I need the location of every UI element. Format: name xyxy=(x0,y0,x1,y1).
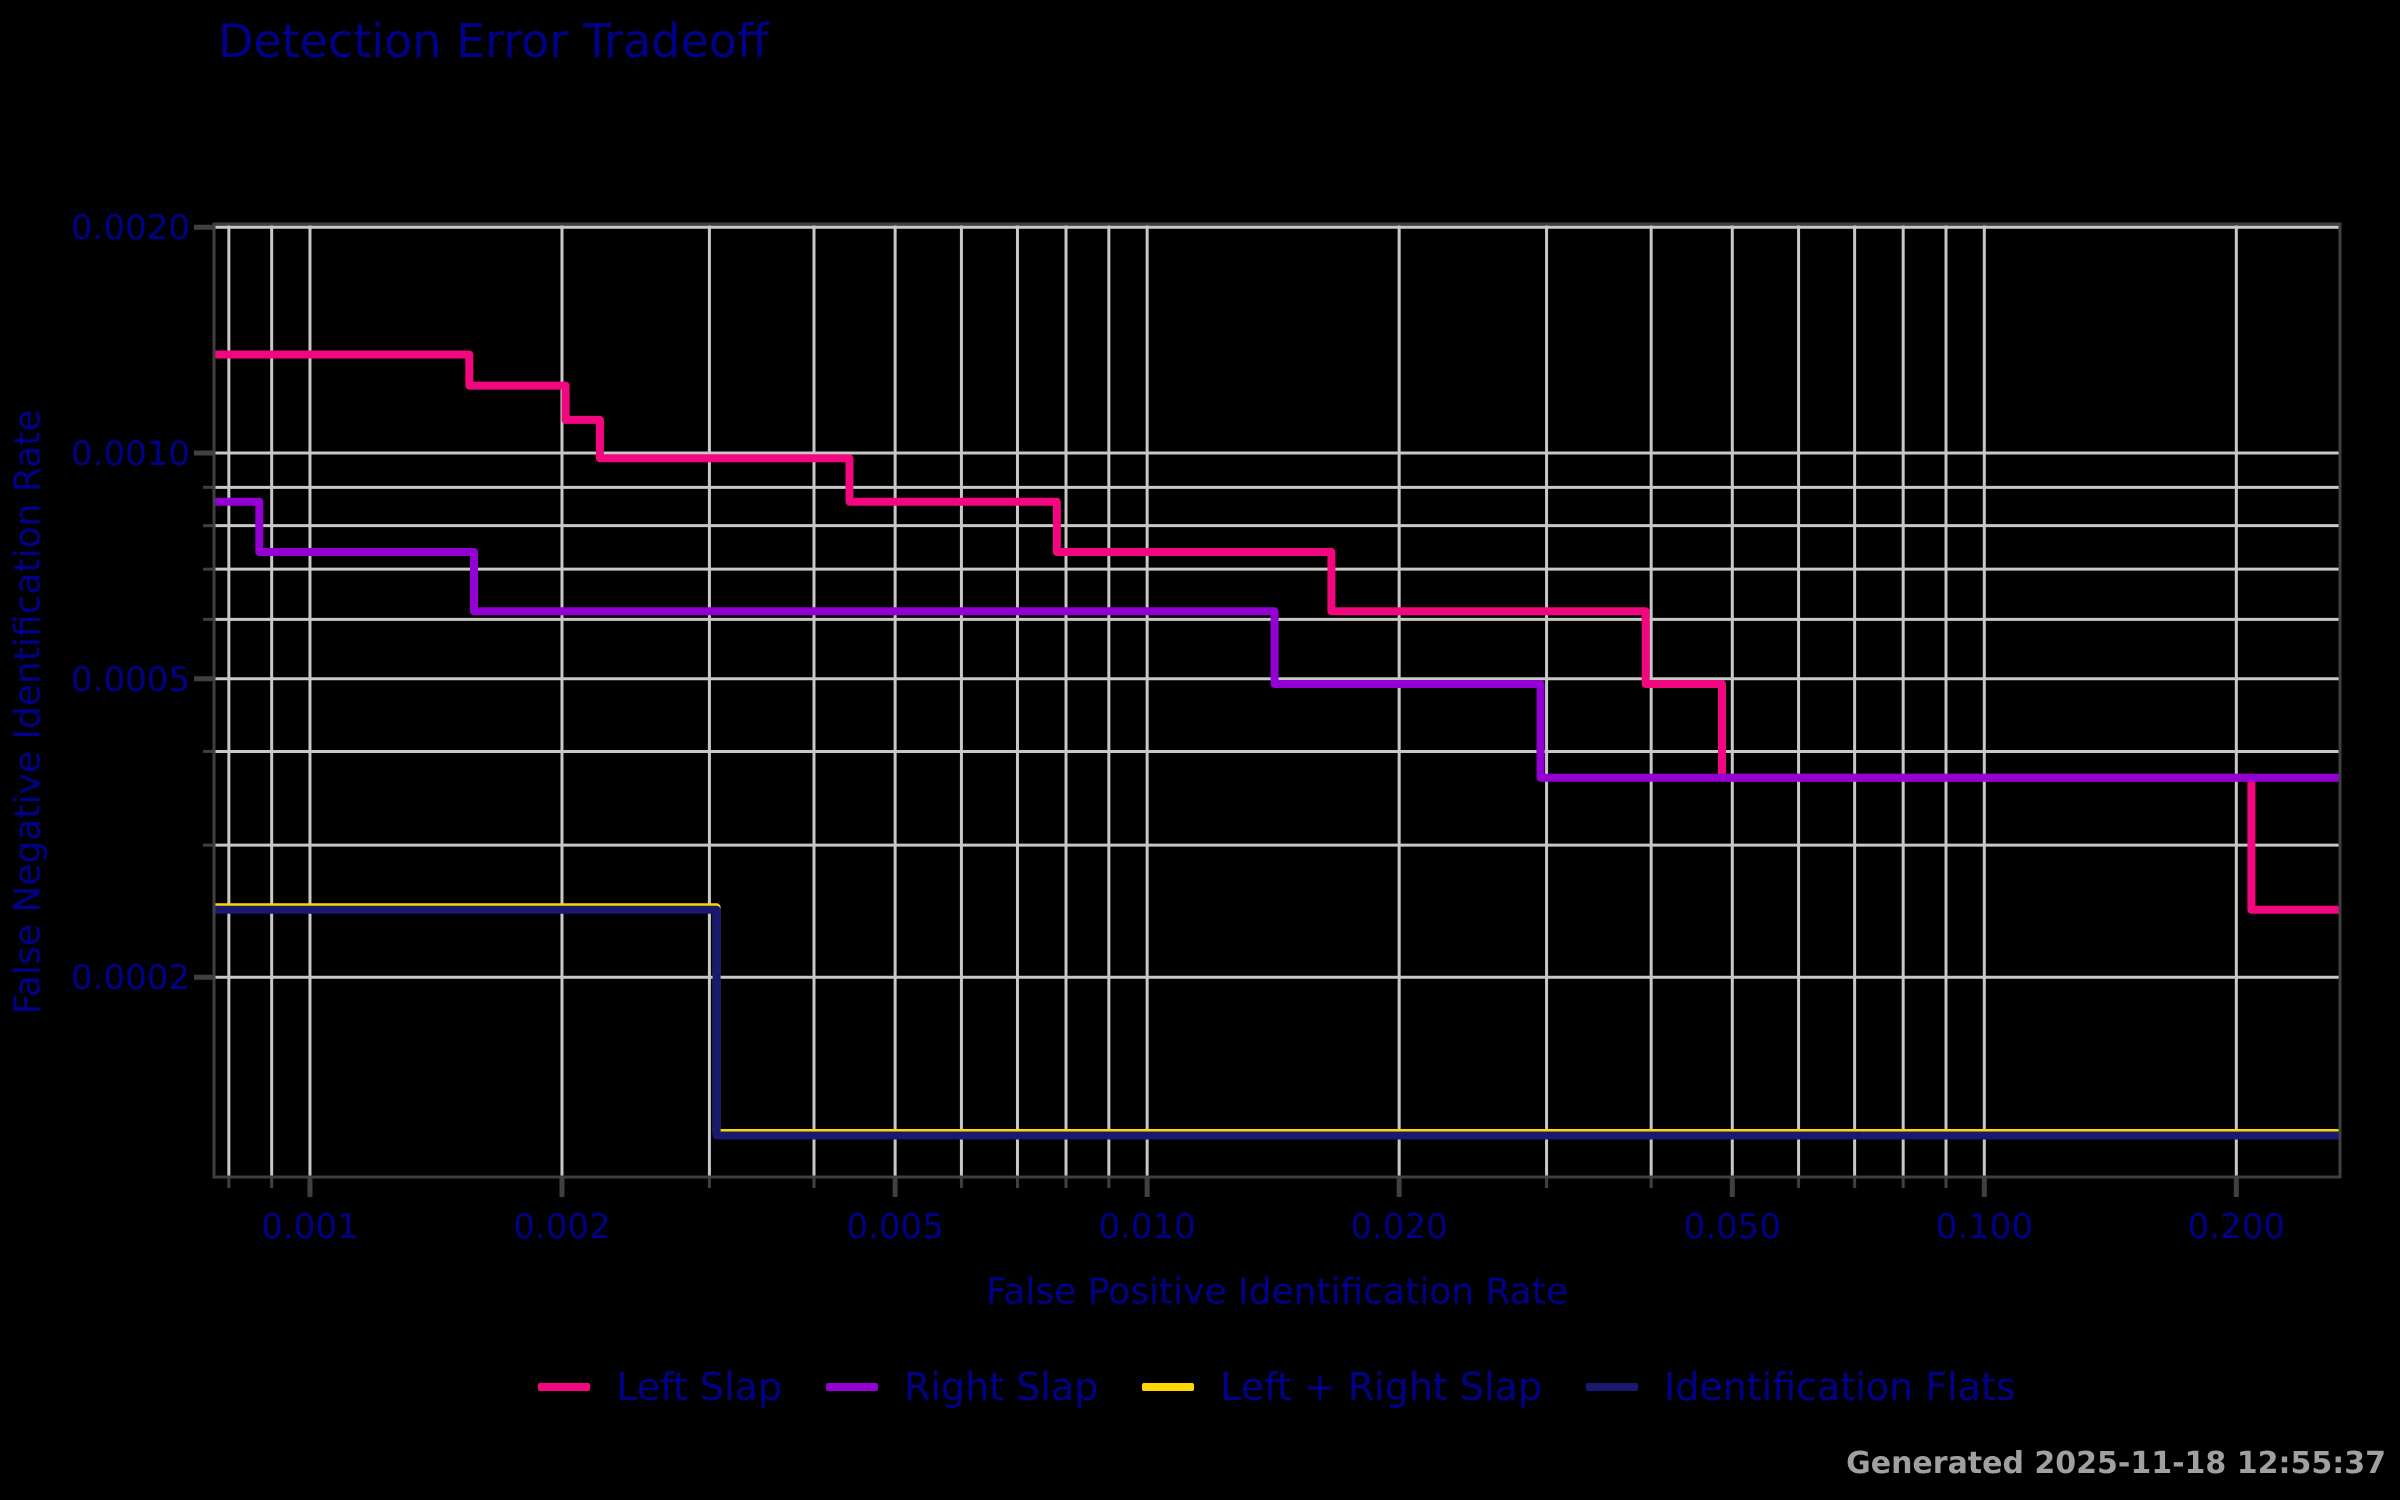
legend-label: Left + Right Slap xyxy=(1220,1365,1542,1409)
x-axis-label: False Positive Identification Rate xyxy=(985,1271,1569,1313)
x-tick-label: 0.020 xyxy=(1350,1207,1447,1247)
legend-label: Right Slap xyxy=(904,1365,1099,1409)
x-tick-label: 0.200 xyxy=(2188,1207,2285,1247)
legend-item-left-slap: Left Slap xyxy=(538,1365,782,1409)
series-identification-flats xyxy=(214,905,2340,1140)
y-tick-label: 0.0005 xyxy=(71,660,190,700)
y-tick-label: 0.0010 xyxy=(71,434,190,474)
legend-label: Left Slap xyxy=(616,1365,783,1409)
x-tick-label: 0.005 xyxy=(846,1207,943,1247)
left-slap-swatch-icon xyxy=(538,1383,591,1391)
series-left-slap xyxy=(214,350,2340,914)
legend-item-right-slap: Right Slap xyxy=(826,1365,1098,1409)
legend-item-left-right-slap: Left + Right Slap xyxy=(1142,1365,1542,1409)
y-tick-label: 0.0020 xyxy=(71,208,190,248)
generated-timestamp: Generated 2025-11-18 12:55:37 xyxy=(1846,1446,2386,1481)
x-tick-label: 0.002 xyxy=(513,1207,610,1247)
x-tick-label: 0.001 xyxy=(261,1207,358,1247)
legend-item-identification-flats: Identification Flats xyxy=(1585,1365,2016,1409)
legend: Left Slap Right Slap Left + Right Slap I… xyxy=(214,1352,2340,1422)
legend-label: Identification Flats xyxy=(1663,1365,2016,1409)
left-right-slap-swatch-icon xyxy=(1142,1383,1195,1391)
x-tick-label: 0.050 xyxy=(1684,1207,1781,1247)
identification-flats-swatch-icon xyxy=(1585,1383,1638,1391)
x-tick-label: 0.100 xyxy=(1936,1207,2033,1247)
series-right-slap xyxy=(214,497,2340,782)
right-slap-swatch-icon xyxy=(826,1383,879,1391)
y-tick-label: 0.0002 xyxy=(71,958,190,998)
y-axis-label: False Negative Identification Rate xyxy=(7,409,49,1015)
plot-border xyxy=(212,222,2342,1179)
series-left-right-slap xyxy=(214,903,2340,1137)
chart-title: Detection Error Tradeoff xyxy=(218,14,769,68)
x-tick-label: 0.010 xyxy=(1098,1207,1195,1247)
